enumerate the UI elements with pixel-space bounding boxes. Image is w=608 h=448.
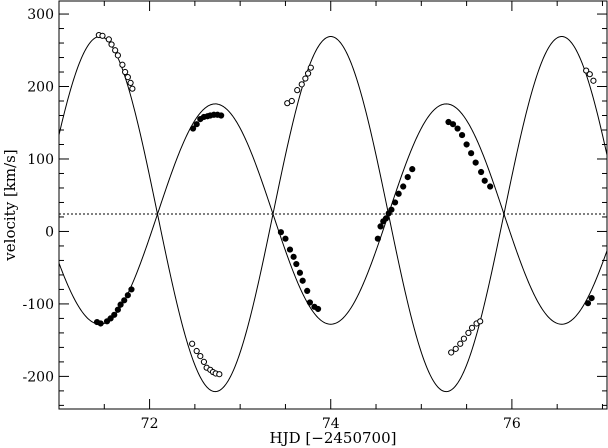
data-point-filled: [449, 121, 457, 128]
data-point-open: [457, 340, 464, 347]
x-tick-label: 76: [503, 416, 521, 432]
y-tick-label: 300: [27, 7, 54, 23]
data-point-open: [468, 324, 476, 331]
data-point-open: [197, 353, 204, 360]
data-point-filled: [458, 131, 466, 139]
data-point-filled: [290, 253, 297, 260]
y-tick-label: -100: [23, 297, 54, 313]
data-point-filled: [304, 287, 311, 294]
data-point-open: [105, 36, 112, 43]
data-point-open: [108, 41, 115, 48]
y-tick-label: 0: [45, 224, 54, 240]
y-tick-label: 100: [27, 152, 54, 168]
data-point-open: [298, 81, 305, 88]
data-point-filled: [306, 299, 313, 306]
y-tick-label: 200: [27, 80, 54, 96]
data-point-filled: [377, 223, 384, 230]
data-point-filled: [472, 159, 479, 166]
data-point-open: [127, 79, 134, 86]
data-point-open: [119, 61, 126, 68]
data-point-filled: [299, 277, 306, 284]
data-point-open: [99, 32, 106, 39]
orbit-fit-curve-primary: [58, 36, 608, 393]
data-point-filled: [293, 260, 300, 268]
data-point-filled: [463, 141, 470, 148]
data-point-open: [112, 47, 119, 54]
data-point-filled: [117, 301, 124, 308]
data-point-open: [193, 347, 200, 355]
data-point-filled: [282, 235, 289, 242]
data-point-filled: [409, 166, 416, 173]
data-point-open: [583, 67, 590, 74]
orbit-fit-curve-secondary: [58, 103, 608, 325]
x-tick-label: 72: [141, 416, 159, 432]
data-point-open: [590, 77, 597, 84]
data-point-filled: [481, 177, 488, 184]
data-point-open: [200, 358, 208, 365]
data-point-filled: [478, 168, 485, 176]
data-point-filled: [404, 174, 411, 181]
data-point-filled: [391, 199, 399, 206]
data-point-filled: [124, 292, 131, 299]
data-point-filled: [128, 286, 135, 293]
data-point-filled: [374, 235, 381, 242]
data-point-filled: [588, 295, 595, 302]
data-point-open: [302, 75, 309, 82]
x-axis-label: HJD [−2450700]: [270, 429, 397, 447]
data-point-open: [122, 68, 129, 76]
data-point-filled: [382, 215, 390, 222]
data-point-filled: [286, 246, 294, 253]
data-point-open: [304, 70, 312, 77]
data-point-filled: [107, 315, 114, 322]
data-point-open: [448, 349, 455, 356]
plot-frame: [58, 0, 608, 410]
data-point-filled: [121, 297, 128, 304]
data-point-open: [477, 318, 484, 325]
data-point-filled: [388, 206, 395, 213]
data-point-filled: [97, 320, 104, 327]
data-point-filled: [193, 121, 200, 128]
data-point-filled: [468, 150, 475, 157]
data-point-filled: [395, 190, 402, 197]
y-tick-label: -200: [23, 369, 54, 385]
x-tick-label: 74: [322, 416, 340, 432]
data-point-open: [294, 87, 301, 94]
data-point-open: [586, 71, 593, 78]
data-point-filled: [487, 183, 494, 190]
data-point-open: [216, 371, 223, 378]
data-point-filled: [218, 112, 225, 119]
y-axis-label: velocity [km/s]: [1, 149, 19, 261]
data-point-filled: [584, 300, 592, 307]
data-point-filled: [111, 311, 118, 318]
data-point-open: [460, 335, 467, 342]
data-point-open: [129, 85, 136, 92]
data-point-filled: [114, 306, 121, 313]
data-point-filled: [277, 229, 285, 236]
data-point-open: [307, 64, 314, 71]
data-point-open: [465, 329, 472, 337]
data-point-open: [189, 340, 196, 347]
data-point-open: [114, 52, 121, 59]
data-point-filled: [400, 183, 407, 190]
data-point-open: [288, 97, 295, 105]
data-point-filled: [454, 125, 461, 132]
data-point-filled: [314, 305, 322, 313]
data-point-filled: [189, 125, 197, 132]
data-point-open: [124, 73, 131, 81]
data-point-open: [452, 345, 459, 352]
data-point-filled: [296, 269, 304, 276]
